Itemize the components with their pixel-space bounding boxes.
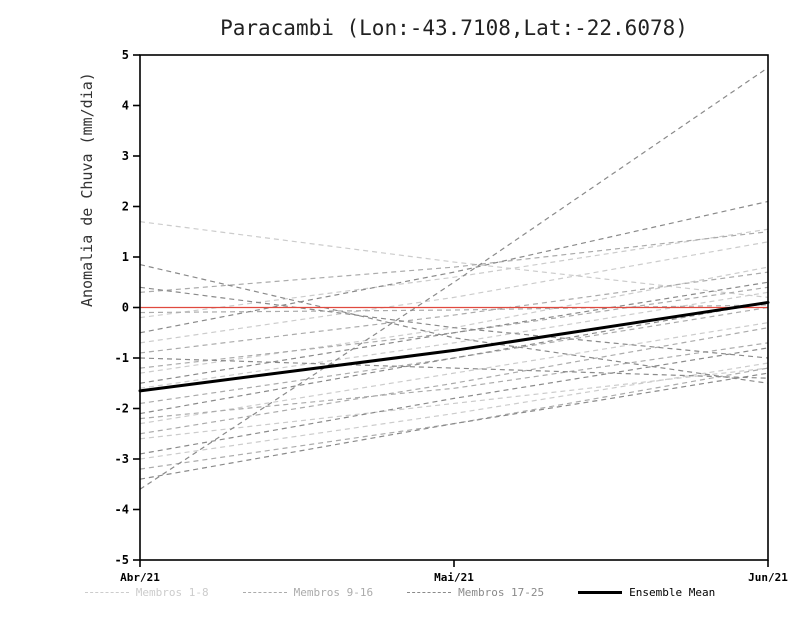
chart-legend: Membros 1-8 Membros 9-16 Membros 17-25 Ense… [0,586,800,599]
member-line-25 [139,347,769,455]
x-tick-label: Abr/21 [120,571,160,584]
member-line-17 [139,67,769,490]
member-line-13 [139,231,769,293]
member-line-19 [139,200,769,334]
legend-dashed-line-sample [84,592,129,593]
legend-item: Membros 1-8 [84,586,209,599]
legend-item: Membros 9-16 [242,586,374,599]
member-line-24 [139,286,769,359]
member-line-1 [139,221,769,298]
y-tick-label: -4 [115,503,129,517]
ensemble-mean-line [138,300,770,393]
member-line-7 [139,241,769,344]
member-line-21 [139,372,769,480]
member-line-14 [139,271,769,354]
legend-solid-line-sample [578,591,623,594]
y-tick-label: 1 [122,250,129,264]
member-line-16 [139,342,769,420]
member-line-18 [139,263,769,384]
member-line-5 [139,362,769,460]
y-tick-label: 3 [122,149,129,163]
y-tick-label: 0 [122,301,129,315]
y-tick-label: -3 [115,452,129,466]
member-line-8 [139,367,769,440]
legend-label: Membros 1-8 [135,586,209,599]
member-line-15 [139,306,769,405]
y-tick-label: 4 [122,99,129,113]
x-tick-label: Jun/21 [748,571,788,584]
member-line-20 [139,357,769,379]
chart-title: Paracambi (Lon:-43.7108,Lat:-22.6078) [220,16,688,40]
y-tick-label: 2 [122,200,129,214]
legend-dashed-line-sample [407,592,452,593]
member-line-6 [139,291,769,389]
member-line-11 [139,327,769,435]
member-line-9 [139,304,769,314]
legend-label: Membros 9-16 [293,586,374,599]
member-line-23 [139,301,769,415]
y-tick-label: -2 [115,402,129,416]
x-tick-label: Mai/21 [434,571,474,584]
legend-item: Membros 17-25 [407,586,544,599]
member-line-22 [139,281,769,384]
y-tick-label: -5 [115,553,129,567]
member-line-2 [139,228,769,319]
legend-dashed-line-sample [242,592,287,593]
y-tick-label: -1 [115,351,129,365]
legend-item: Ensemble Mean [578,586,715,599]
legend-label: Ensemble Mean [629,586,716,599]
legend-label: Membros 17-25 [458,586,545,599]
y-tick-label: 5 [122,48,129,62]
member-line-4 [139,322,769,425]
